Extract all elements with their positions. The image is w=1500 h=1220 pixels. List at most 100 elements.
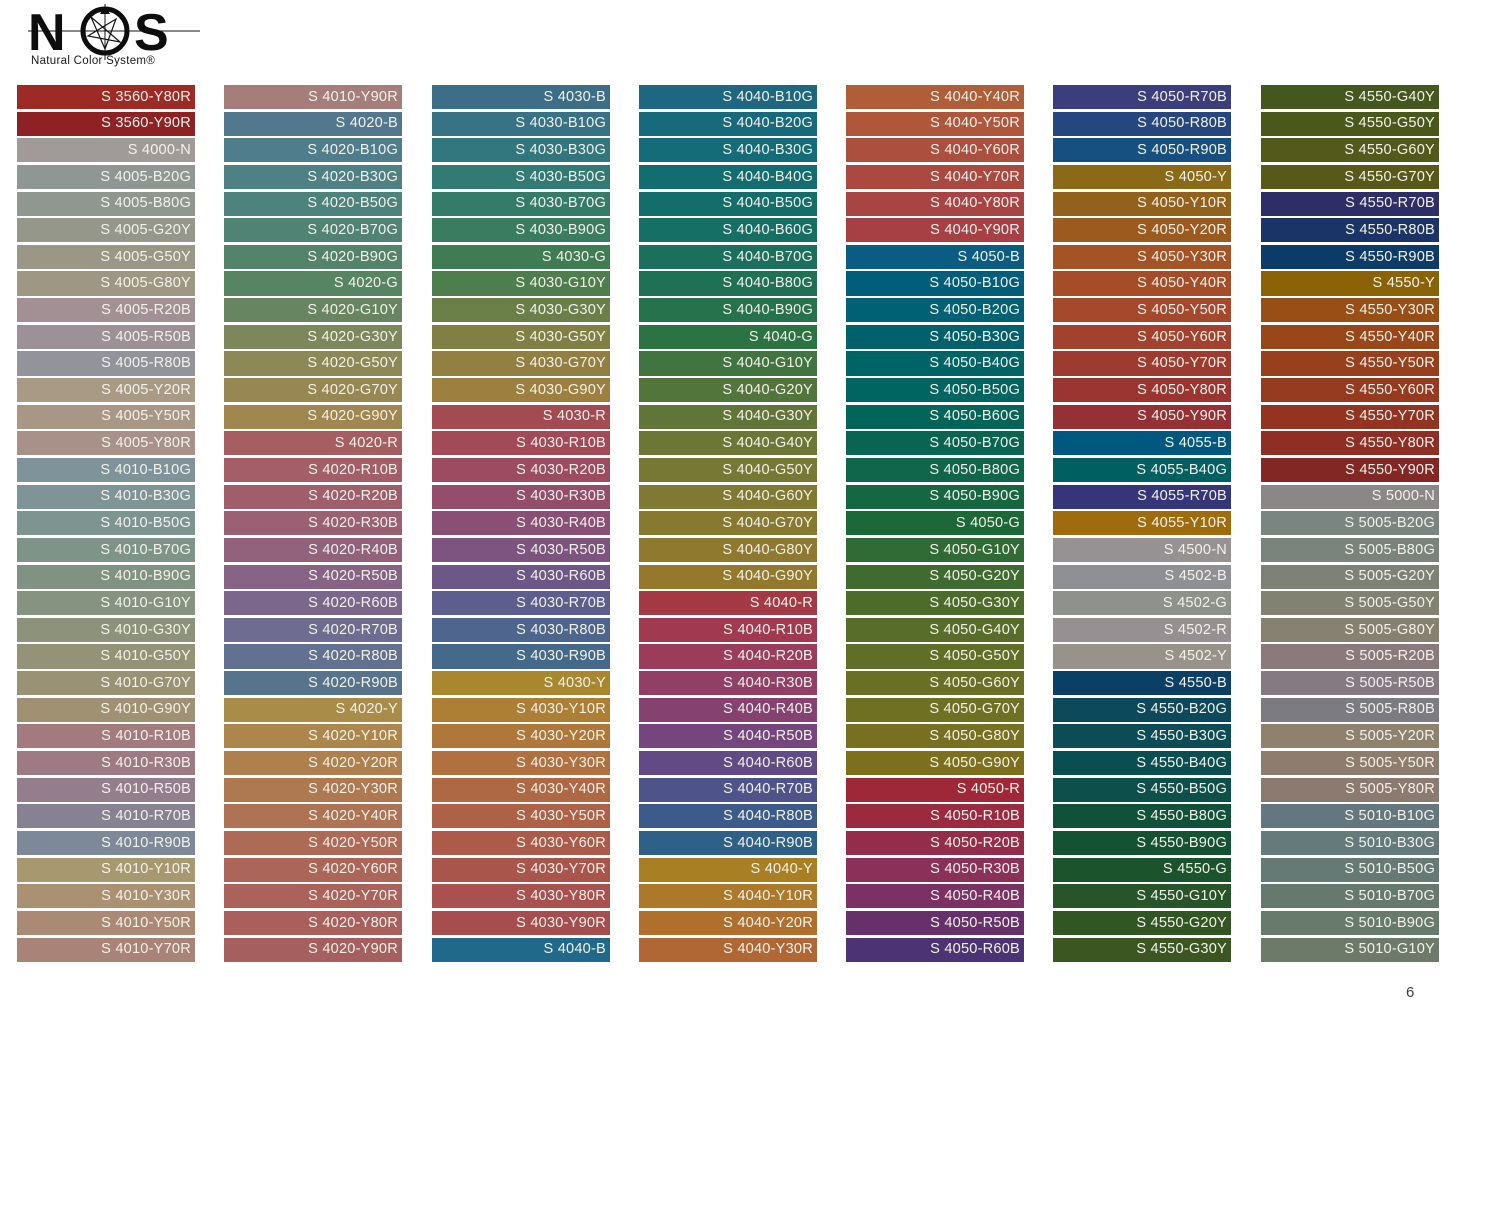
logo-letter-n: N	[28, 4, 66, 62]
swatch-label: S 4050-R80B	[1137, 115, 1227, 132]
color-swatch: S 4550-R90B	[1261, 244, 1439, 269]
color-swatch: S 4040-R30B	[639, 671, 817, 696]
swatch-label: S 4050-Y20R	[1137, 221, 1227, 238]
swatch-label: S 4550-G70Y	[1344, 168, 1435, 185]
color-swatch: S 5005-G80Y	[1261, 617, 1439, 642]
color-swatch: S 4050-B70G	[846, 431, 1024, 456]
color-swatch: S 4550-R80B	[1261, 218, 1439, 243]
swatch-label: S 4040-G	[748, 328, 813, 345]
swatch-label: S 5005-G20Y	[1344, 568, 1435, 585]
swatch-label: S 4010-Y30R	[101, 887, 191, 904]
swatch-label: S 4050-Y30R	[1137, 248, 1227, 265]
color-swatch: S 4010-B90G	[17, 564, 195, 589]
color-swatch: S 4550-G70Y	[1261, 164, 1439, 190]
swatch-label: S 5005-Y50R	[1345, 754, 1435, 771]
color-swatch: S 4050-G70Y	[846, 697, 1024, 722]
color-swatch: S 5010-B50G	[1261, 857, 1439, 882]
swatch-label: S 5010-B50G	[1344, 861, 1435, 878]
color-swatch: S 4020-R30B	[224, 511, 402, 536]
swatch-label: S 4040-R	[749, 594, 813, 611]
color-swatch: S 4550-Y90R	[1261, 457, 1439, 483]
color-swatch: S 4040-Y40R	[846, 85, 1024, 110]
swatch-column-1: S 3560-Y80R S 3560-Y90R S 4000-N S 4005-B20…	[17, 85, 195, 964]
swatch-label: S 4050-B60G	[929, 408, 1020, 425]
swatch-label: S 4050-G80Y	[929, 728, 1020, 745]
swatch-label: S 4550-B40G	[1136, 754, 1227, 771]
color-swatch: S 4010-R70B	[17, 804, 195, 829]
swatch-label: S 4502-Y	[1164, 648, 1227, 665]
swatch-label: S 4005-R80B	[101, 355, 191, 372]
swatch-label: S 4020-R80B	[308, 648, 398, 665]
color-swatch: S 4040-G50Y	[639, 457, 817, 483]
swatch-label: S 4020-R70B	[308, 621, 398, 638]
swatch-label: S 4020-Y50R	[308, 834, 398, 851]
swatch-label: S 4005-R50B	[101, 328, 191, 345]
color-swatch: S 4020-R	[224, 431, 402, 456]
swatch-label: S 4550-G60Y	[1344, 142, 1435, 159]
swatch-label: S 4030-G30Y	[515, 301, 606, 318]
color-swatch: S 5005-B20G	[1261, 511, 1439, 536]
swatch-label: S 4550-B90G	[1136, 834, 1227, 851]
swatch-label: S 4040-Y20R	[723, 914, 813, 931]
color-swatch: S 4040-B30G	[639, 138, 817, 163]
color-swatch: S 4010-Y90R	[224, 85, 402, 110]
color-swatch: S 4040-B70G	[639, 244, 817, 269]
logo-letter-s: S	[134, 4, 169, 62]
swatch-label: S 4550-Y50R	[1345, 355, 1435, 372]
swatch-label: S 4030-R	[542, 408, 606, 425]
color-swatch: S 4005-R20B	[17, 298, 195, 323]
swatch-label: S 4040-R60B	[723, 754, 813, 771]
compass-star-icon	[86, 16, 123, 51]
color-swatch: S 4050-Y50R	[1053, 298, 1231, 323]
color-swatch: S 4030-B10G	[432, 111, 610, 136]
color-swatch: S 4550-G30Y	[1053, 937, 1231, 962]
color-swatch: S 4055-B40G	[1053, 457, 1231, 483]
color-swatch: S 4010-B10G	[17, 457, 195, 483]
swatch-label: S 4550-G20Y	[1136, 914, 1227, 931]
swatch-label: S 3560-Y90R	[101, 115, 191, 132]
color-swatch: S 4055-R70B	[1053, 484, 1231, 509]
swatch-label: S 4030-Y70R	[516, 861, 606, 878]
swatch-label: S 4550-Y80R	[1345, 435, 1435, 452]
color-swatch: S 4050-R60B	[846, 937, 1024, 962]
color-swatch: S 4050-G10Y	[846, 537, 1024, 562]
color-swatch: S 4020-B30G	[224, 164, 402, 190]
swatch-label: S 4550-B50G	[1136, 781, 1227, 798]
color-swatch: S 4050-R70B	[1053, 85, 1231, 110]
color-swatch: S 5005-Y50R	[1261, 751, 1439, 776]
color-swatch: S 5010-B10G	[1261, 804, 1439, 829]
swatch-label: S 4030-B90G	[515, 221, 606, 238]
color-swatch: S 4010-Y70R	[17, 937, 195, 962]
color-swatch: S 4550-G20Y	[1053, 910, 1231, 935]
swatch-label: S 4010-Y10R	[101, 861, 191, 878]
color-swatch: S 4040-Y	[639, 857, 817, 882]
swatch-label: S 4040-B30G	[722, 142, 813, 159]
swatch-label: S 4040-R20B	[723, 648, 813, 665]
color-swatch: S 4020-R10B	[224, 457, 402, 483]
swatch-label: S 4030-B50G	[515, 168, 606, 185]
swatch-label: S 4550-Y90R	[1345, 461, 1435, 478]
swatch-label: S 4040-G20Y	[722, 381, 813, 398]
swatch-column-4: S 4040-B10G S 4040-B20G S 4040-B30G S 4040-…	[639, 85, 817, 964]
color-swatch: S 4550-B50G	[1053, 777, 1231, 802]
swatch-label: S 4550-Y60R	[1345, 381, 1435, 398]
swatch-label: S 4050-G10Y	[929, 541, 1020, 558]
swatch-label: S 4040-R50B	[723, 728, 813, 745]
color-swatch: S 4050-Y20R	[1053, 218, 1231, 243]
color-swatch: S 4040-Y30R	[639, 937, 817, 962]
swatch-label: S 4010-B10G	[100, 461, 191, 478]
swatch-label: S 4502-B	[1164, 568, 1227, 585]
page-number: 6	[1406, 984, 1415, 1001]
swatch-label: S 5005-Y20R	[1345, 728, 1435, 745]
color-swatch: S 5005-G50Y	[1261, 591, 1439, 616]
color-swatch: S 4055-B	[1053, 431, 1231, 456]
color-swatch: S 4050-G	[846, 511, 1024, 536]
swatch-label: S 4030-Y30R	[516, 754, 606, 771]
swatch-label: S 4050-G50Y	[929, 648, 1020, 665]
swatch-label: S 4040-G30Y	[722, 408, 813, 425]
swatch-label: S 4030-Y	[543, 674, 606, 691]
color-swatch: S 4040-Y90R	[846, 218, 1024, 243]
color-swatch: S 4030-B90G	[432, 218, 610, 243]
swatch-label: S 4020-B	[335, 115, 398, 132]
swatch-label: S 4050-G20Y	[929, 568, 1020, 585]
